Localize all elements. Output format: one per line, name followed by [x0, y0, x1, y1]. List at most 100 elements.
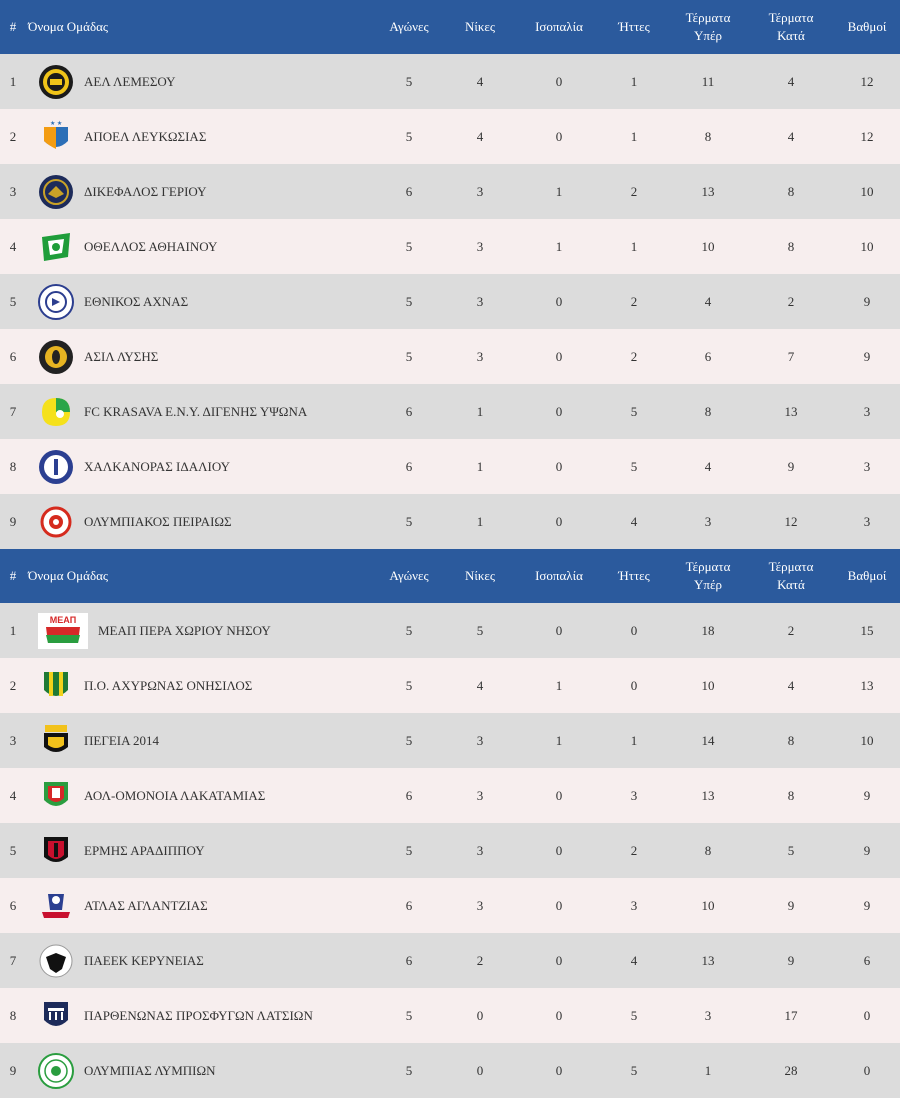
- table-row[interactable]: 8 ΧΑΛΚΑΝΟΡΑΣ ΙΔΑΛΙΟΥ 6 1 0 5 4 9 3: [0, 439, 900, 494]
- table-row[interactable]: 2 ★ ★ ΑΠΟΕΛ ΛΕΥΚΩΣΙΑΣ 5 4 0 1 8 4 12: [0, 109, 900, 164]
- team-name[interactable]: ΕΡΜΗΣ ΑΡΑΔΙΠΠΟΥ: [84, 842, 205, 858]
- table-row[interactable]: 7 FC KRASAVA Ε.Ν.Υ. ΔΙΓΕΝΗΣ ΥΨΩΝΑ 6 1 0 5 8 13 3: [0, 384, 900, 439]
- team-cell[interactable]: ΟΛΥΜΠΙΑΚΟΣ ΠΕΙΡΑΙΩΣ: [26, 494, 376, 549]
- team-cell[interactable]: ΕΡΜΗΣ ΑΡΑΔΙΠΠΟΥ: [26, 823, 376, 878]
- table-row[interactable]: 4 ΑΟΛ-ΟΜΟΝΟΙΑ ΛΑΚΑΤΑΜΙΑΣ 6 3 0 3 13 8 9: [0, 768, 900, 823]
- team-name[interactable]: ΟΛΥΜΠΙΑΣ ΛΥΜΠΙΩΝ: [84, 1062, 216, 1078]
- pegeia-crest-icon[interactable]: [38, 723, 74, 759]
- losses-cell: 5: [630, 1007, 638, 1023]
- position-cell: 2: [9, 677, 17, 693]
- table-row[interactable]: 8 ΠΑΡΘΕΝΩΝΑΣ ΠΡΟΣΦΥΓΩΝ ΛΑΤΣΙΩΝ 5 0 0 5 3 17 0: [0, 988, 900, 1043]
- team-name[interactable]: ΑΟΛ-ΟΜΟΝΟΙΑ ΛΑΚΑΤΑΜΙΑΣ: [84, 787, 266, 803]
- team-name[interactable]: ΟΘΕΛΛΟΣ ΑΘΗΑΙΝΟΥ: [84, 238, 218, 254]
- table-row[interactable]: 6 ΑΤΛΑΣ ΑΓΛΑΝΤΖΙΑΣ 6 3 0 3 10 9 9: [0, 878, 900, 933]
- wins-cell: 0: [476, 1007, 484, 1023]
- team-name[interactable]: Π.Ο. ΑΧΥΡΩΝΑΣ ΟΝΗΣΙΛΟΣ: [84, 677, 253, 693]
- header-goals-for: Τέρματα Υπέρ: [668, 0, 748, 54]
- team-name[interactable]: FC KRASAVA Ε.Ν.Υ. ΔΙΓΕΝΗΣ ΥΨΩΝΑ: [84, 403, 308, 419]
- dikefalos-crest-icon[interactable]: [38, 174, 74, 210]
- wins-cell: 0: [476, 1062, 484, 1078]
- team-cell[interactable]: ΧΑΛΚΑΝΟΡΑΣ ΙΔΑΛΙΟΥ: [26, 439, 376, 494]
- position-cell: 5: [9, 842, 17, 858]
- team-name[interactable]: ΜΕΑΠ ΠΕΡΑ ΧΩΡΙΟΥ ΝΗΣΟΥ: [98, 622, 271, 638]
- team-name[interactable]: ΑΣΙΛ ΛΥΣΗΣ: [84, 348, 159, 364]
- team-cell[interactable]: ΔΙΚΕΦΑΛΟΣ ΓΕΡΙΟΥ: [26, 164, 376, 219]
- ethnikos-crest-icon[interactable]: [38, 283, 74, 320]
- team-cell[interactable]: ΑΣΙΛ ΛΥΣΗΣ: [26, 329, 376, 384]
- team-name[interactable]: ΠΑΕΕΚ ΚΕΡΥΝΕΙΑΣ: [84, 952, 204, 968]
- team-name[interactable]: ΟΛΥΜΠΙΑΚΟΣ ΠΕΙΡΑΙΩΣ: [84, 513, 232, 529]
- omonoia-lakatamias-crest-icon[interactable]: [38, 778, 74, 814]
- position-cell: 3: [9, 732, 17, 748]
- goals-against-cell: 8: [787, 238, 795, 254]
- points-cell: 13: [860, 677, 874, 693]
- header-goals-for-line2: Υπέρ: [694, 577, 722, 592]
- draws-cell: 0: [555, 403, 563, 419]
- goals-against-cell: 9: [787, 952, 795, 968]
- olympias-lympion-crest-icon[interactable]: [38, 1052, 74, 1089]
- table-row[interactable]: 5 ΕΡΜΗΣ ΑΡΑΔΙΠΠΟΥ 5 3 0 2 8 5 9: [0, 823, 900, 878]
- team-cell[interactable]: FC KRASAVA Ε.Ν.Υ. ΔΙΓΕΝΗΣ ΥΨΩΝΑ: [26, 384, 376, 439]
- team-cell[interactable]: ΑΤΛΑΣ ΑΓΛΑΝΤΖΙΑΣ: [26, 878, 376, 933]
- goals-against-cell: 17: [784, 1007, 798, 1023]
- team-cell[interactable]: ΕΘΝΙΚΟΣ ΑΧΝΑΣ: [26, 274, 376, 329]
- apoel-crest-icon[interactable]: ★ ★: [38, 119, 74, 155]
- points-cell: 3: [863, 403, 871, 419]
- team-cell[interactable]: ★ ★ ΑΠΟΕΛ ΛΕΥΚΩΣΙΑΣ: [26, 109, 376, 164]
- team-name[interactable]: ΑΤΛΑΣ ΑΓΛΑΝΤΖΙΑΣ: [84, 897, 208, 913]
- paeek-crest-icon[interactable]: [38, 943, 74, 979]
- team-cell[interactable]: ΠΑΕΕΚ ΚΕΡΥΝΕΙΑΣ: [26, 933, 376, 988]
- team-name[interactable]: ΧΑΛΚΑΝΟΡΑΣ ΙΔΑΛΙΟΥ: [84, 458, 230, 474]
- team-cell[interactable]: Π.Ο. ΑΧΥΡΩΝΑΣ ΟΝΗΣΙΛΟΣ: [26, 658, 376, 713]
- parthenonas-crest-icon[interactable]: [38, 998, 74, 1034]
- team-name[interactable]: ΠΑΡΘΕΝΩΝΑΣ ΠΡΟΣΦΥΓΩΝ ΛΑΤΣΙΩΝ: [84, 1007, 313, 1023]
- table-row[interactable]: 2 Π.Ο. ΑΧΥΡΩΝΑΣ ΟΝΗΣΙΛΟΣ 5 4 1 0 10 4 13: [0, 658, 900, 713]
- wins-cell: 5: [476, 622, 484, 638]
- team-cell[interactable]: ΜΕΑΠ ΜΕΑΠ ΠΕΡΑ ΧΩΡΙΟΥ ΝΗΣΟΥ: [26, 603, 376, 658]
- team-cell[interactable]: ΠΕΓΕΙΑ 2014: [26, 713, 376, 768]
- team-name[interactable]: ΔΙΚΕΦΑΛΟΣ ΓΕΡΙΟΥ: [84, 183, 207, 199]
- team-name[interactable]: ΑΠΟΕΛ ΛΕΥΚΩΣΙΑΣ: [84, 128, 207, 144]
- table-row[interactable]: 9 ΟΛΥΜΠΙΑΚΟΣ ΠΕΙΡΑΙΩΣ 5 1 0 4 3 12 3: [0, 494, 900, 549]
- team-cell[interactable]: ΑΕΛ ΛΕΜΕΣΟΥ: [26, 54, 376, 109]
- wins-cell: 1: [476, 403, 484, 419]
- krasava-crest-icon[interactable]: [38, 394, 74, 430]
- team-cell[interactable]: ΟΛΥΜΠΙΑΣ ΛΥΜΠΙΩΝ: [26, 1043, 376, 1098]
- header-points: Βαθμοί: [847, 19, 887, 34]
- table-row[interactable]: 9 ΟΛΥΜΠΙΑΣ ΛΥΜΠΙΩΝ 5 0 0 5 1 28 0: [0, 1043, 900, 1098]
- team-name[interactable]: ΕΘΝΙΚΟΣ ΑΧΝΑΣ: [84, 293, 189, 309]
- team-name[interactable]: ΑΕΛ ΛΕΜΕΣΟΥ: [84, 73, 176, 89]
- position-cell: 1: [9, 622, 17, 638]
- othellos-crest-icon[interactable]: [38, 229, 74, 265]
- achyronas-crest-icon[interactable]: [38, 668, 74, 704]
- table-row[interactable]: 5 ΕΘΝΙΚΟΣ ΑΧΝΑΣ 5 3 0 2 4 2 9: [0, 274, 900, 329]
- ermis-crest-icon[interactable]: [38, 833, 74, 869]
- points-cell: 10: [860, 732, 874, 748]
- goals-against-cell: 4: [787, 128, 795, 144]
- points-cell: 0: [863, 1062, 871, 1078]
- table-row[interactable]: 7 ΠΑΕΕΚ ΚΕΡΥΝΕΙΑΣ 6 2 0 4 13 9 6: [0, 933, 900, 988]
- team-name[interactable]: ΠΕΓΕΙΑ 2014: [84, 732, 160, 748]
- table-row[interactable]: 3 ΠΕΓΕΙΑ 2014 5 3 1 1 14 8 10: [0, 713, 900, 768]
- chalkanoras-crest-icon[interactable]: [38, 449, 74, 485]
- team-cell[interactable]: ΑΟΛ-ΟΜΟΝΟΙΑ ΛΑΚΑΤΑΜΙΑΣ: [26, 768, 376, 823]
- asil-crest-icon[interactable]: [38, 339, 74, 375]
- played-cell: 5: [405, 348, 413, 364]
- losses-cell: 0: [630, 677, 638, 693]
- goals-for-cell: 6: [704, 348, 712, 364]
- table-row[interactable]: 4 ΟΘΕΛΛΟΣ ΑΘΗΑΙΝΟΥ 5 3 1 1 10 8 10: [0, 219, 900, 274]
- team-cell[interactable]: ΠΑΡΘΕΝΩΝΑΣ ΠΡΟΣΦΥΓΩΝ ΛΑΤΣΙΩΝ: [26, 988, 376, 1043]
- table-row[interactable]: 1 ΑΕΛ ΛΕΜΕΣΟΥ 5 4 0 1 11 4 12: [0, 54, 900, 109]
- team-wrap: ΔΙΚΕΦΑΛΟΣ ΓΕΡΙΟΥ: [26, 174, 376, 210]
- team-cell[interactable]: ΟΘΕΛΛΟΣ ΑΘΗΑΙΝΟΥ: [26, 219, 376, 274]
- table-row[interactable]: 1 ΜΕΑΠ ΜΕΑΠ ΠΕΡΑ ΧΩΡΙΟΥ ΝΗΣΟΥ 5 5 0 0 18 2 15: [0, 603, 900, 658]
- table-row[interactable]: 6 ΑΣΙΛ ΛΥΣΗΣ 5 3 0 2 6 7 9: [0, 329, 900, 384]
- points-cell: 10: [860, 238, 874, 254]
- losses-cell: 2: [630, 842, 638, 858]
- olympiakos-crest-icon[interactable]: [38, 504, 74, 540]
- table-row[interactable]: 3 ΔΙΚΕΦΑΛΟΣ ΓΕΡΙΟΥ 6 3 1 2 13 8 10: [0, 164, 900, 219]
- ael-crest-icon[interactable]: [38, 64, 74, 100]
- atlas-crest-icon[interactable]: [38, 888, 74, 924]
- meap-crest-icon[interactable]: ΜΕΑΠ: [38, 612, 88, 649]
